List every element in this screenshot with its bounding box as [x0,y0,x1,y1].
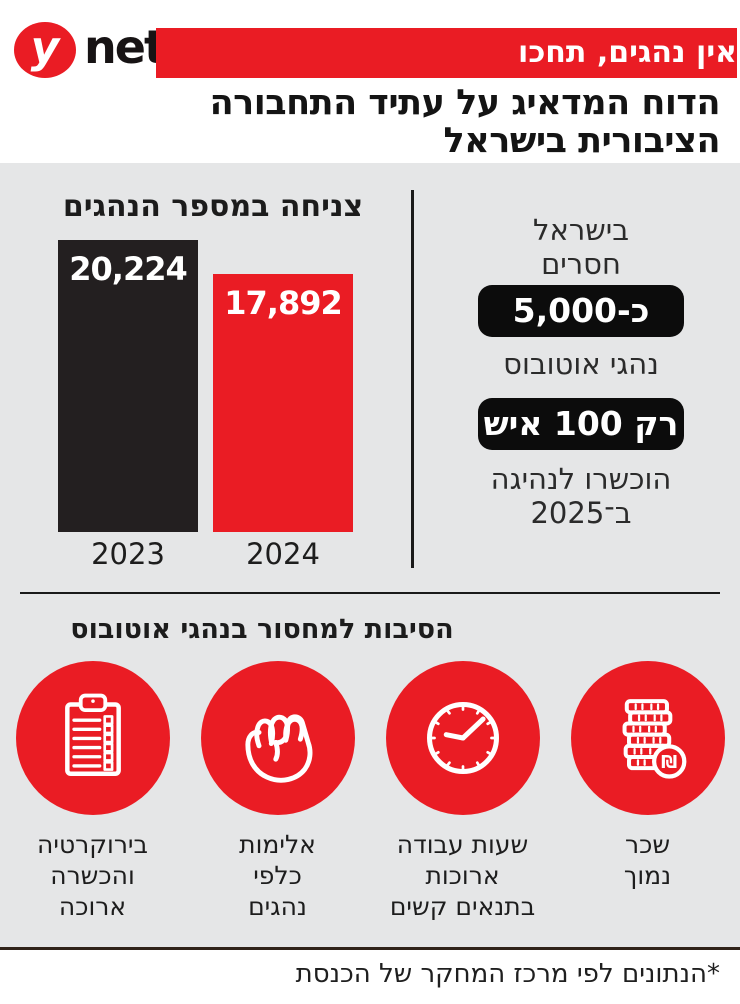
main-section: צניחה במספר הנהגים 20,224 17,892 2023 20… [0,163,740,947]
page-title: הדוח המדאיג על עתיד התחבורה הציבורית ביש… [20,83,721,161]
reason-circle-salary: ₪ [570,661,725,815]
stats-column: בישראל חסרים כ-5,000 נהגי אוטובוס רק 100… [428,163,734,583]
clock-icon [426,702,499,774]
bar-value-2023: 20,224 [69,250,187,288]
reason-label-bureaucracy: בירוקרטיה והכשרה ארוכה [37,830,148,921]
svg-text:₪: ₪ [661,752,677,773]
ynet-logo: y [14,22,76,78]
stat-badge-100: רק 100 איש [478,398,684,450]
stat-text-israel: בישראל [532,213,630,247]
clipboard-checklist-icon [64,693,121,776]
stat-text-bus-drivers: נהגי אוטובוס [503,347,659,381]
reason-long-hours: שעות עבודה ארוכות בתנאים קשים [370,661,555,922]
reason-label-hours: שעות עבודה ארוכות בתנאים קשים [389,830,536,921]
page-title-line1: הדוח המדאיג על עתיד התחבורה [209,83,721,123]
bar-value-2024: 17,892 [224,284,342,322]
reason-violence: אלימות כלפי נהגים [185,661,370,922]
reasons-title: הסיבות למחסור בנהגי אוטובוס [70,614,454,645]
footer: *הנתונים לפי מרכז המחקר של הכנסת [0,947,740,1004]
stat-badge-5000: כ-5,000 [478,285,684,337]
ynet-logo-y: y [30,22,60,73]
source-footnote: *הנתונים לפי מרכז המחקר של הכנסת [295,959,720,989]
vertical-divider [411,190,414,568]
reason-low-salary: ₪ שכר נמוך [555,661,740,922]
axis-label-2024: 2024 [246,537,320,571]
page-title-line2: הציבורית בישראל [443,121,721,161]
axis-label-2023: 2023 [91,537,165,571]
stat-text-missing: חסרים [541,247,621,281]
reason-circle-bureaucracy [15,661,170,815]
reason-circle-hours [385,661,540,815]
banner-text: אין נהגים, תחכו [518,35,737,70]
stat-text-trained: הוכשרו לנהיגה [490,462,672,496]
fist-icon [244,714,312,783]
reason-circle-violence [200,661,355,815]
bar-chart: 20,224 17,892 [58,240,354,532]
reason-bureaucracy: בירוקרטיה והכשרה ארוכה [0,661,185,922]
reason-label-salary: שכר נמוך [623,830,672,890]
reasons-row: ₪ שכר נמוך [0,661,740,922]
section-divider [20,592,720,594]
bar-2024: 17,892 [213,274,353,532]
ynet-logo-net-text: net [84,20,166,74]
headline-banner: אין נהגים, תחכו [156,28,737,78]
bar-2023: 20,224 [58,240,198,532]
chart-title: צניחה במספר הנהגים [62,189,364,224]
reason-label-violence: אלימות כלפי נהגים [239,830,316,921]
stat-text-2025: ב־2025 [530,496,632,530]
shekel-money-icon: ₪ [622,699,686,779]
